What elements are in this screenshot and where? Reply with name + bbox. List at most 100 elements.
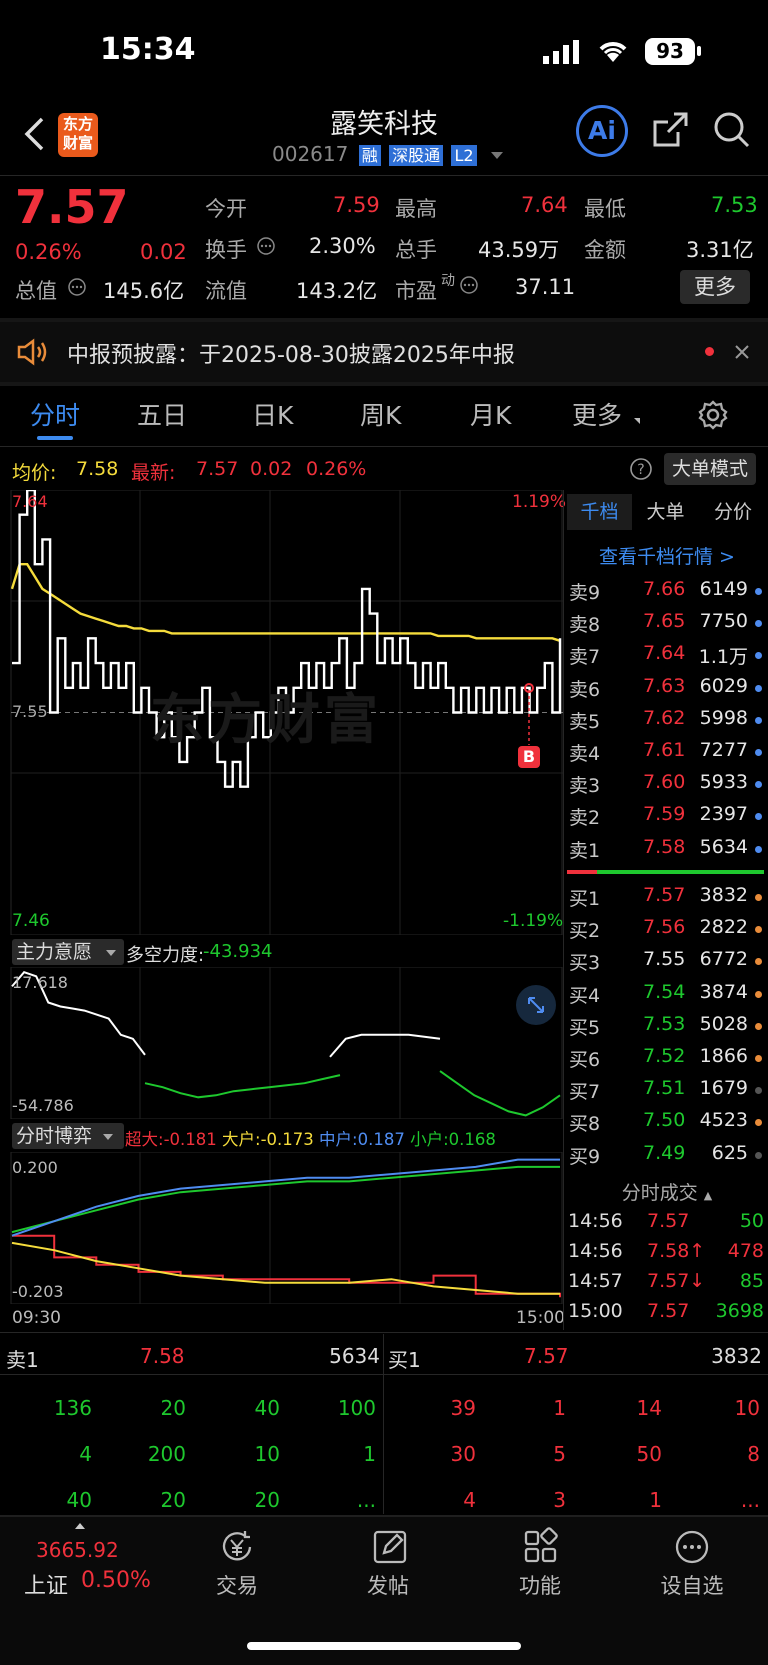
notice-text: 中报预披露：于2025-08-30披露2025年中报 bbox=[67, 343, 515, 368]
intraday-game-chart bbox=[10, 1152, 563, 1304]
level-volume: 5634 bbox=[699, 835, 748, 858]
ask-level-row[interactable]: 卖2 7.59 2397 bbox=[565, 799, 768, 831]
tick-time: 14:57 bbox=[568, 1270, 623, 1292]
help-icon[interactable]: ? bbox=[629, 457, 653, 481]
sell-queue-order: 20 bbox=[160, 1396, 186, 1420]
buy-marker[interactable]: B bbox=[518, 746, 540, 768]
bid-level-row[interactable]: 买6 7.52 1866 bbox=[565, 1041, 768, 1073]
post-edit-icon[interactable] bbox=[370, 1527, 410, 1567]
ask-level-row[interactable]: 卖7 7.64 1.1万 bbox=[565, 638, 768, 670]
tab-big-orders[interactable]: 大单 bbox=[646, 501, 685, 523]
orderbook-panel-border bbox=[563, 490, 564, 1330]
ask-level-row[interactable]: 卖1 7.58 5634 bbox=[565, 832, 768, 864]
chip-caret-icon bbox=[103, 1134, 113, 1140]
tab-weekly-k[interactable]: 周K bbox=[360, 401, 402, 430]
buy-marker-dot bbox=[524, 683, 534, 693]
view-depth-link[interactable]: 查看千档行情 > bbox=[599, 546, 735, 568]
index-value[interactable]: 3665.92 bbox=[36, 1538, 119, 1562]
tab-five-day[interactable]: 五日 bbox=[137, 401, 188, 430]
sell-queue-order: 40 bbox=[66, 1488, 92, 1512]
nav-add-watchlist[interactable]: 设自选 bbox=[660, 1574, 724, 1598]
info-dots-icon[interactable] bbox=[67, 277, 87, 297]
level-label: 买9 bbox=[569, 1145, 601, 1168]
nav-functions[interactable]: 功能 bbox=[519, 1574, 561, 1598]
buy-queue-order: 14 bbox=[636, 1396, 662, 1420]
level-dot-icon bbox=[755, 781, 762, 789]
bid-level-row[interactable]: 买7 7.51 1679 bbox=[565, 1073, 768, 1105]
expand-button[interactable] bbox=[516, 985, 556, 1025]
intraday-price-chart[interactable] bbox=[0, 490, 565, 935]
bid-level-row[interactable]: 买1 7.57 3832 bbox=[565, 880, 768, 912]
level-price: 7.53 bbox=[643, 1012, 686, 1035]
bid-level-row[interactable]: 买2 7.56 2822 bbox=[565, 912, 768, 944]
nav-post[interactable]: 发帖 bbox=[367, 1574, 409, 1598]
brand-logo: 东方 财富 bbox=[58, 113, 98, 157]
bid-level-row[interactable]: 买8 7.50 4523 bbox=[565, 1105, 768, 1137]
trade-yen-icon[interactable] bbox=[217, 1527, 257, 1567]
index-pct[interactable]: 0.50% bbox=[81, 1568, 151, 1593]
big-order-mode-button[interactable]: 大单模式 bbox=[664, 453, 756, 485]
level-dot-icon bbox=[755, 990, 762, 998]
ask-level-row[interactable]: 卖6 7.63 6029 bbox=[565, 671, 768, 703]
bid-level-row[interactable]: 买5 7.53 5028 bbox=[565, 1009, 768, 1041]
level-label: 卖1 bbox=[569, 839, 601, 862]
functions-grid-icon[interactable] bbox=[521, 1527, 561, 1567]
tab-daily-k[interactable]: 日K bbox=[252, 401, 294, 430]
ask-level-row[interactable]: 卖5 7.62 5998 bbox=[565, 703, 768, 735]
latest-change: 0.02 bbox=[250, 458, 293, 480]
buy-queue-order: 8 bbox=[747, 1442, 760, 1466]
intraday-game-chip[interactable]: 分时博弈 bbox=[12, 1123, 124, 1149]
level-label: 买5 bbox=[569, 1016, 601, 1039]
buy-queue-order: ... bbox=[740, 1488, 760, 1512]
open-label: 今开 bbox=[205, 197, 247, 221]
ask-level-row[interactable]: 卖4 7.61 7277 bbox=[565, 735, 768, 767]
trades-title[interactable]: 分时成交 ▲ bbox=[621, 1182, 713, 1204]
ask-level-row[interactable]: 卖9 7.66 6149 bbox=[565, 574, 768, 606]
more-button[interactable]: 更多 bbox=[680, 270, 750, 304]
bid-level-row[interactable]: 买4 7.54 3874 bbox=[565, 977, 768, 1009]
sell-queue-order: 40 bbox=[254, 1396, 280, 1420]
level-price: 7.60 bbox=[643, 771, 686, 794]
bid-level-row[interactable]: 买3 7.55 6772 bbox=[565, 944, 768, 976]
queue-sell-vol: 5634 bbox=[329, 1344, 380, 1368]
tab-intraday[interactable]: 分时 bbox=[30, 401, 81, 430]
share-icon[interactable] bbox=[650, 110, 690, 150]
search-icon[interactable] bbox=[712, 110, 752, 150]
ask-level-row[interactable]: 卖3 7.60 5933 bbox=[565, 767, 768, 799]
volume-value: 43.59万 bbox=[478, 238, 560, 262]
game-axis-bottom-label: -0.203 bbox=[12, 1282, 64, 1301]
close-icon[interactable] bbox=[734, 344, 750, 360]
tab-monthly-k[interactable]: 月K bbox=[470, 401, 512, 430]
back-arrow-icon[interactable] bbox=[22, 116, 46, 152]
high-label: 最高 bbox=[395, 197, 437, 221]
level-price: 7.64 bbox=[643, 642, 686, 665]
level-label: 买4 bbox=[569, 984, 601, 1007]
notice-bar[interactable]: 中报预披露：于2025-08-30披露2025年中报 bbox=[0, 322, 768, 382]
tab-price-dist[interactable]: 分价 bbox=[713, 501, 752, 523]
info-dots-icon[interactable] bbox=[459, 275, 479, 295]
tab-thousand-levels[interactable]: 千档 bbox=[567, 494, 632, 530]
tick-time: 15:00 bbox=[568, 1300, 623, 1322]
nav-trade[interactable]: 交易 bbox=[216, 1574, 258, 1598]
info-dots-icon[interactable] bbox=[256, 236, 276, 256]
level-label: 卖6 bbox=[569, 678, 601, 701]
small-line bbox=[11, 1165, 560, 1234]
tag-connect: 深股通 bbox=[389, 145, 444, 166]
index-name[interactable]: 上证 bbox=[24, 1574, 69, 1599]
level-dot-icon bbox=[755, 1055, 762, 1062]
level-label: 卖5 bbox=[569, 710, 601, 733]
buy-queue-order: 10 bbox=[734, 1396, 760, 1420]
level-label: 卖7 bbox=[569, 646, 601, 669]
dropdown-caret-icon[interactable] bbox=[490, 152, 503, 159]
settings-gear-icon[interactable] bbox=[697, 399, 729, 431]
low-label: 最低 bbox=[584, 197, 626, 221]
ai-button[interactable]: Ai bbox=[576, 105, 628, 157]
tab-more[interactable]: 更多 bbox=[572, 401, 623, 430]
watchlist-dots-icon[interactable] bbox=[672, 1527, 712, 1567]
header-divider bbox=[0, 175, 768, 176]
bid-level-row[interactable]: 买9 7.49 625 bbox=[565, 1138, 768, 1170]
level-volume: 625 bbox=[711, 1141, 748, 1164]
force-line bbox=[11, 971, 146, 1056]
ask-level-row[interactable]: 卖8 7.65 7750 bbox=[565, 606, 768, 638]
main-force-chip[interactable]: 主力意愿 bbox=[12, 939, 124, 965]
